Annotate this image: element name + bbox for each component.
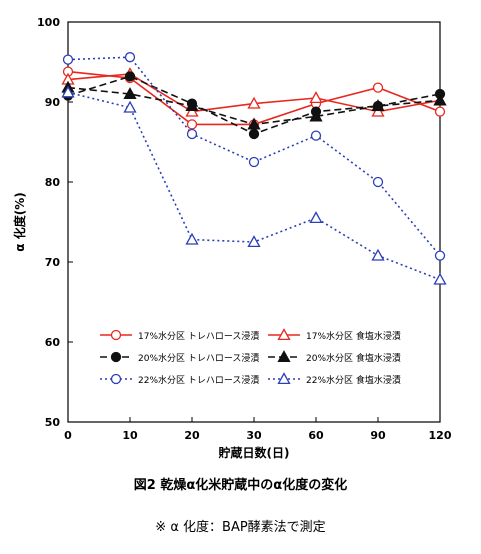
- legend: 17%水分区 トレハロース浸漬 17%水分区 食塩水浸漬 20%水分区 トレハロース…: [100, 328, 401, 386]
- data-point: [185, 99, 199, 112]
- data-point: [309, 109, 323, 122]
- data-point: [372, 82, 384, 93]
- legend-label: 17%水分区 食塩水浸漬: [306, 330, 401, 342]
- data-point: [247, 235, 261, 248]
- data-point: [433, 93, 447, 106]
- chart: 50 60 70 80 90 100 0 10 20 30 60 90 120 α 化度(%) 貯蔵日…: [12, 16, 452, 460]
- data-point: [309, 91, 323, 104]
- x-tick-label: 120: [429, 429, 452, 442]
- legend-label: 20%水分区 食塩水浸漬: [306, 352, 401, 364]
- series-4: [61, 80, 447, 130]
- x-tick-label: 0: [64, 429, 72, 442]
- legend-label: 22%水分区 食塩水浸漬: [306, 374, 401, 386]
- legend-label: 20%水分区 トレハロース浸漬: [138, 352, 259, 364]
- legend-label: 17%水分区 トレハロース浸漬: [138, 330, 259, 342]
- legend-item: 20%水分区 食塩水浸漬: [268, 350, 401, 364]
- data-point: [433, 272, 447, 285]
- data-point: [248, 128, 260, 140]
- y-tick-label: 70: [45, 256, 61, 269]
- x-axis-ticks: 0 10 20 30 60 90 120: [64, 417, 452, 442]
- y-tick-label: 50: [45, 416, 61, 429]
- data-point: [185, 232, 199, 245]
- legend-marker: [110, 373, 122, 385]
- data-point: [124, 52, 136, 63]
- y-tick-label: 60: [45, 336, 61, 349]
- data-point: [186, 119, 198, 130]
- legend-marker: [277, 350, 291, 363]
- data-point: [124, 71, 136, 82]
- series-5: [62, 52, 446, 261]
- measurement-note: ※ α 化度：BAP酵素法で測定: [155, 520, 326, 535]
- data-point: [61, 85, 75, 98]
- legend-label: 22%水分区 トレハロース浸漬: [138, 374, 259, 386]
- data-point: [372, 176, 384, 188]
- series-layer: [61, 52, 447, 285]
- legend-item: 17%水分区 食塩水浸漬: [268, 328, 401, 342]
- data-point: [248, 156, 260, 168]
- legend-item: 20%水分区 トレハロース浸漬: [100, 351, 259, 364]
- data-point: [434, 106, 446, 117]
- legend-marker: [277, 328, 291, 341]
- data-point: [371, 248, 385, 261]
- data-point: [310, 130, 322, 141]
- y-tick-label: 100: [37, 16, 60, 29]
- y-axis-label: α 化度(%): [12, 192, 27, 251]
- data-point: [186, 128, 198, 140]
- data-point: [309, 211, 323, 224]
- data-point: [434, 250, 446, 261]
- series-6: [61, 85, 447, 285]
- y-tick-label: 80: [45, 176, 61, 189]
- data-point: [371, 99, 385, 112]
- legend-item: 22%水分区 トレハロース浸漬: [100, 373, 259, 386]
- figure-caption: 図2 乾燥α化米貯蔵中のα化度の変化: [133, 478, 348, 493]
- data-point: [62, 54, 74, 65]
- data-point: [123, 100, 137, 113]
- x-tick-label: 60: [308, 429, 324, 442]
- data-point: [123, 87, 137, 100]
- legend-item: 22%水分区 食塩水浸漬: [268, 372, 401, 386]
- y-tick-label: 90: [45, 96, 61, 109]
- x-tick-label: 10: [122, 429, 138, 442]
- x-tick-label: 20: [184, 429, 200, 442]
- x-tick-label: 90: [370, 429, 386, 442]
- x-tick-label: 30: [246, 429, 262, 442]
- data-point: [247, 96, 261, 109]
- y-axis-ticks: 50 60 70 80 90 100: [37, 16, 73, 429]
- legend-marker: [277, 372, 291, 385]
- legend-item: 17%水分区 トレハロース浸漬: [100, 329, 259, 342]
- data-point: [247, 117, 261, 130]
- legend-marker: [110, 351, 122, 363]
- legend-marker: [110, 329, 122, 341]
- x-axis-label: 貯蔵日数(日): [219, 445, 290, 460]
